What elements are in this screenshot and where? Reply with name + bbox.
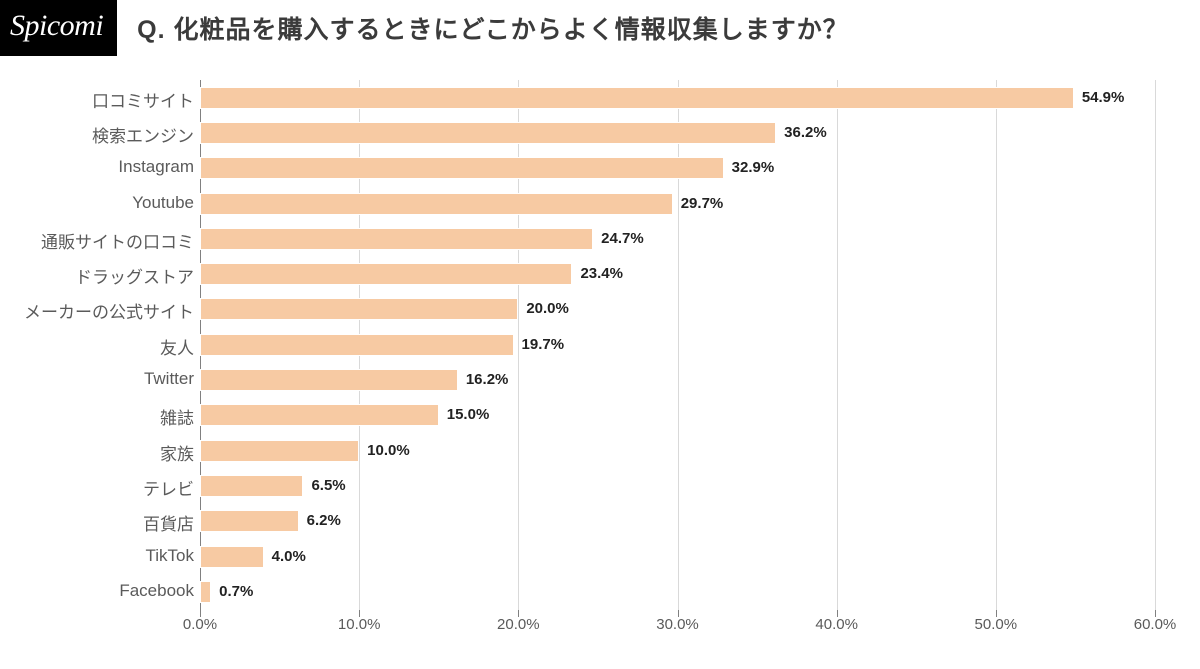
category-label: 雑誌 <box>4 404 194 429</box>
bar-value-label: 15.0% <box>447 406 490 423</box>
bar-value-label: 20.0% <box>526 300 569 317</box>
bar <box>200 263 572 285</box>
chart-title: Q. 化粧品を購入するときにどこからよく情報収集しますか？ <box>137 10 849 46</box>
bar-row <box>200 257 572 292</box>
bar <box>200 546 264 568</box>
bar-row <box>200 327 514 362</box>
plot: 54.9% 36.2% 32.9% 29.7% 24.7% 23.4% 20.0% 19.7%… <box>200 80 1155 610</box>
category-label: 友人 <box>4 334 194 359</box>
x-tick-label: 30.0% <box>656 616 699 633</box>
category-label: 通販サイトの口コミ <box>4 228 194 253</box>
x-tick-label: 10.0% <box>338 616 381 633</box>
category-label: TikTok <box>4 546 194 566</box>
category-label: 口コミサイト <box>4 87 194 112</box>
x-tick-label: 50.0% <box>975 616 1018 633</box>
bar-row <box>200 398 439 433</box>
bar <box>200 581 211 603</box>
category-label: Instagram <box>4 157 194 177</box>
bar-value-label: 29.7% <box>681 195 724 212</box>
bar-row <box>200 362 458 397</box>
category-label: 検索エンジン <box>4 122 194 147</box>
bar-value-label: 6.2% <box>307 512 341 529</box>
bar <box>200 334 514 356</box>
x-tick-label: 0.0% <box>183 616 217 633</box>
category-label: ドラッグストア <box>4 263 194 288</box>
x-tick-label: 60.0% <box>1134 616 1177 633</box>
bar-value-label: 54.9% <box>1082 89 1125 106</box>
bar-row <box>200 221 593 256</box>
bar <box>200 510 299 532</box>
bar <box>200 228 593 250</box>
gridline <box>837 80 838 610</box>
bar-row <box>200 539 264 574</box>
bar-value-label: 19.7% <box>522 336 565 353</box>
bar <box>200 298 518 320</box>
bar-value-label: 23.4% <box>580 265 623 282</box>
chart-plot-area: 54.9% 36.2% 32.9% 29.7% 24.7% 23.4% 20.0% 19.7%… <box>200 80 1155 610</box>
bar-value-label: 0.7% <box>219 583 253 600</box>
bar-value-label: 10.0% <box>367 442 410 459</box>
gridline <box>1155 80 1156 610</box>
bar-row <box>200 151 724 186</box>
bar <box>200 87 1074 109</box>
bar-row <box>200 80 1074 115</box>
category-label: Twitter <box>4 369 194 389</box>
category-label: 家族 <box>4 440 194 465</box>
bar <box>200 440 359 462</box>
bar-row <box>200 574 211 609</box>
bar-value-label: 36.2% <box>784 124 827 141</box>
bar-value-label: 4.0% <box>272 548 306 565</box>
bar-row <box>200 433 359 468</box>
bar-value-label: 32.9% <box>732 159 775 176</box>
category-label: メーカーの公式サイト <box>4 298 194 323</box>
header: Spicomi Q. 化粧品を購入するときにどこからよく情報収集しますか？ <box>0 0 1200 56</box>
bar <box>200 193 673 215</box>
bar <box>200 369 458 391</box>
bar-row <box>200 504 299 539</box>
bar-row <box>200 292 518 327</box>
bar <box>200 122 776 144</box>
gridline <box>996 80 997 610</box>
x-tick-label: 20.0% <box>497 616 540 633</box>
category-label: Youtube <box>4 193 194 213</box>
category-label: テレビ <box>4 475 194 500</box>
bar <box>200 404 439 426</box>
category-label: Facebook <box>4 581 194 601</box>
bar-row <box>200 468 303 503</box>
category-label: 百貨店 <box>4 510 194 535</box>
bar-value-label: 24.7% <box>601 230 644 247</box>
bar-value-label: 16.2% <box>466 371 509 388</box>
bar <box>200 157 724 179</box>
logo: Spicomi <box>0 0 117 56</box>
bar-row <box>200 115 776 150</box>
x-tick-label: 40.0% <box>815 616 858 633</box>
bar <box>200 475 303 497</box>
bar-row <box>200 186 673 221</box>
bar-value-label: 6.5% <box>311 477 345 494</box>
